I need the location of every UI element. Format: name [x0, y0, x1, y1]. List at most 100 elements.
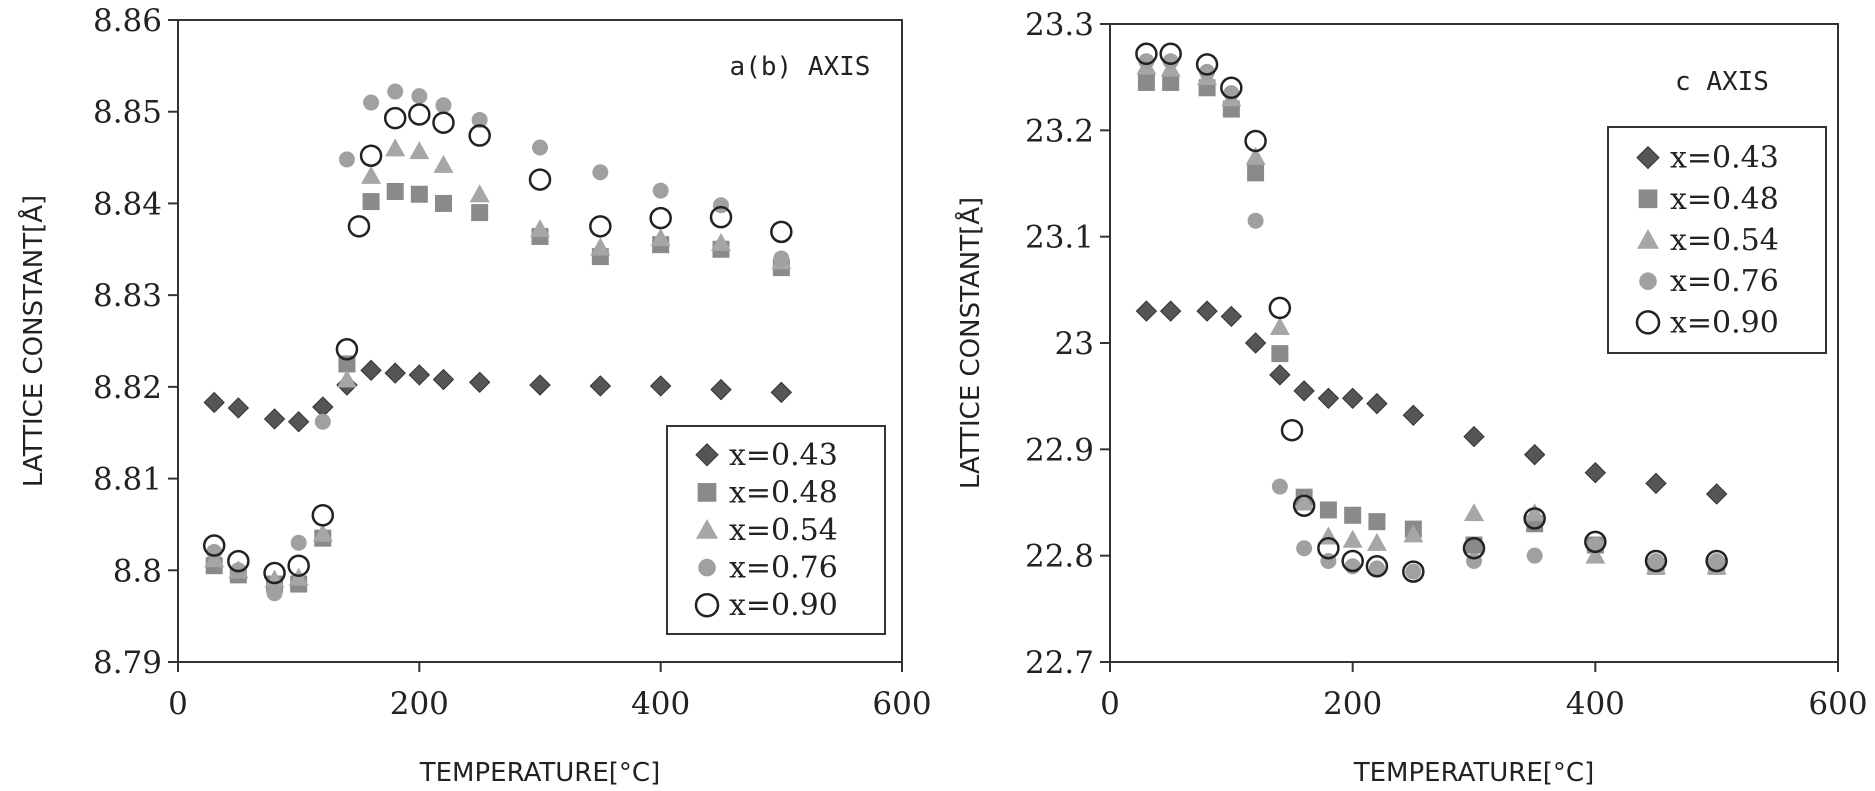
- data-point-a-s0-p2: [263, 408, 286, 430]
- y-tick-label-c: 23.1: [1025, 220, 1094, 256]
- data-point-a-s4-p13: [589, 215, 612, 238]
- data-point-a-s4-p5: [335, 338, 359, 361]
- data-point-c-s3-p4: [1247, 212, 1264, 229]
- data-point-c-s4-p16: [1705, 549, 1728, 573]
- data-point-c-s3-p15: [1708, 552, 1725, 569]
- data-point-a-s4-p8: [383, 106, 407, 130]
- data-point-c-s0-p3: [1220, 305, 1243, 328]
- data-point-c-s4-p1: [1159, 42, 1182, 66]
- data-point-c-s4-p9: [1341, 549, 1364, 573]
- data-point-c-s2-p6: [1294, 492, 1315, 511]
- data-point-c-s3-p14: [1648, 552, 1664, 569]
- data-point-a-s2-p14: [711, 232, 731, 251]
- legend-a: x=0.43x=0.48x=0.54x=0.76x=0.90: [666, 425, 886, 635]
- data-point-c-s0-p11: [1463, 425, 1485, 448]
- data-point-a-s3-p5: [338, 151, 355, 168]
- legend-marker-a-0: [695, 443, 719, 467]
- data-point-a-s0-p3: [287, 411, 310, 433]
- data-point-c-s3-p5: [1271, 478, 1288, 495]
- data-point-a-s4-p0: [202, 534, 226, 557]
- data-point-c-s2-p8: [1342, 529, 1363, 548]
- data-point-c-s4-p12: [1462, 536, 1486, 560]
- x-tick-label-c: 200: [1323, 686, 1382, 722]
- data-point-c-s0-p5: [1269, 364, 1291, 386]
- legend-label-c-2: x=0.54: [1670, 223, 1779, 258]
- data-point-a-s3-p11: [532, 139, 548, 156]
- y-tick-label-c: 23.3: [1025, 7, 1094, 43]
- data-point-c-s4-p15: [1644, 549, 1668, 573]
- data-point-a-s3-p8: [411, 88, 428, 105]
- data-point-c-s1-p0: [1137, 73, 1155, 91]
- data-point-a-s1-p7: [386, 183, 404, 201]
- data-point-c-s2-p10: [1403, 524, 1424, 543]
- legend-label-a-0: x=0.43: [729, 438, 838, 473]
- data-point-c-s0-p6: [1293, 380, 1315, 402]
- data-point-c-s0-p15: [1705, 483, 1728, 505]
- data-point-a-s0-p8: [408, 364, 431, 386]
- chart-a: 8.79 8.8 8.81 8.82 8.83 8.84 8.85 8.86 0 200 400 60…: [17, 3, 932, 788]
- data-point-a-s4-p4: [311, 504, 335, 527]
- data-point-a-s4-p12: [528, 168, 552, 191]
- data-point-a-s0-p15: [770, 381, 793, 404]
- x-axis-label-c: TEMPERATURE[°C]: [1353, 758, 1594, 788]
- data-point-a-s3-p6: [363, 94, 380, 111]
- data-point-c-s0-p2: [1196, 300, 1218, 322]
- legend-marker-a-1: [697, 483, 717, 502]
- legend-marker-c-4: [1635, 310, 1661, 335]
- data-point-c-s3-p9: [1368, 560, 1385, 577]
- data-point-c-s1-p4: [1247, 164, 1265, 182]
- y-axis-label-a: LATTICE CONSTANT[Å]: [17, 195, 49, 487]
- data-point-c-s4-p13: [1523, 507, 1546, 530]
- data-point-c-s0-p14: [1645, 472, 1667, 495]
- data-point-a-s4-p15: [709, 205, 733, 229]
- data-point-a-s4-p2: [263, 561, 286, 585]
- data-point-c-s4-p11: [1402, 560, 1425, 583]
- data-point-c-s1-p7: [1319, 501, 1337, 519]
- data-point-c-s0-p10: [1402, 404, 1425, 427]
- legend-label-c-0: x=0.43: [1670, 141, 1779, 176]
- x-tick-label-c: 400: [1566, 686, 1625, 722]
- y-tick-label-c: 22.7: [1025, 645, 1094, 681]
- data-point-a-s0-p1: [227, 397, 250, 419]
- x-axis-label-a: TEMPERATURE[°C]: [419, 758, 660, 788]
- data-point-c-s0-p4: [1244, 332, 1267, 354]
- y-axis-label-c: LATTICE CONSTANT[Å]: [954, 197, 986, 489]
- data-point-c-s2-p12: [1524, 503, 1545, 522]
- data-point-a-s2-p9: [433, 154, 454, 173]
- data-point-c-s1-p1: [1162, 73, 1180, 91]
- legend-marker-c-1: [1638, 189, 1658, 209]
- data-point-a-s3-p7: [387, 83, 404, 100]
- data-point-a-s4-p1: [227, 549, 250, 573]
- data-point-a-s4-p7: [359, 144, 383, 167]
- data-point-c-s3-p10: [1405, 563, 1422, 580]
- legend-label-a-3: x=0.76: [729, 551, 838, 586]
- data-point-a-s1-p10: [471, 204, 489, 222]
- data-point-c-s0-p12: [1523, 443, 1546, 466]
- data-point-a-s3-p2: [266, 585, 283, 602]
- data-point-c-s4-p8: [1317, 536, 1340, 560]
- data-point-a-s1-p6: [362, 193, 380, 211]
- data-point-a-s3-p9: [435, 97, 452, 114]
- x-tick-label-a: 200: [390, 686, 449, 722]
- data-point-c-s0-p1: [1159, 300, 1182, 322]
- data-point-c-s3-p13: [1587, 537, 1604, 554]
- y-tick-label-a: 8.83: [93, 278, 162, 314]
- legend-label-a-2: x=0.54: [729, 513, 838, 548]
- data-point-c-s4-p5: [1268, 296, 1292, 320]
- data-point-c-s3-p2: [1199, 63, 1216, 80]
- y-tick-label-a: 8.85: [93, 95, 162, 131]
- legend-marker-a-3: [698, 558, 716, 577]
- y-tick-label-a: 8.84: [93, 186, 162, 222]
- axis-annotation-c: c AXIS: [1675, 67, 1769, 97]
- data-point-c-s3-p6: [1296, 540, 1313, 557]
- data-point-a-s4-p6: [347, 215, 371, 238]
- data-point-c-s3-p12: [1526, 547, 1543, 564]
- data-point-c-s2-p9: [1366, 532, 1387, 551]
- x-tick-label-a: 600: [872, 686, 931, 722]
- data-point-c-s1-p5: [1271, 345, 1289, 363]
- legend-marker-c-2: [1637, 229, 1659, 249]
- legend-c: x=0.43 x=0.48 x=0.54 x=0.76 x=0.90: [1607, 126, 1827, 354]
- data-point-a-s2-p5: [336, 369, 357, 388]
- data-point-a-s0-p0: [203, 391, 225, 414]
- data-point-a-s0-p13: [649, 375, 672, 397]
